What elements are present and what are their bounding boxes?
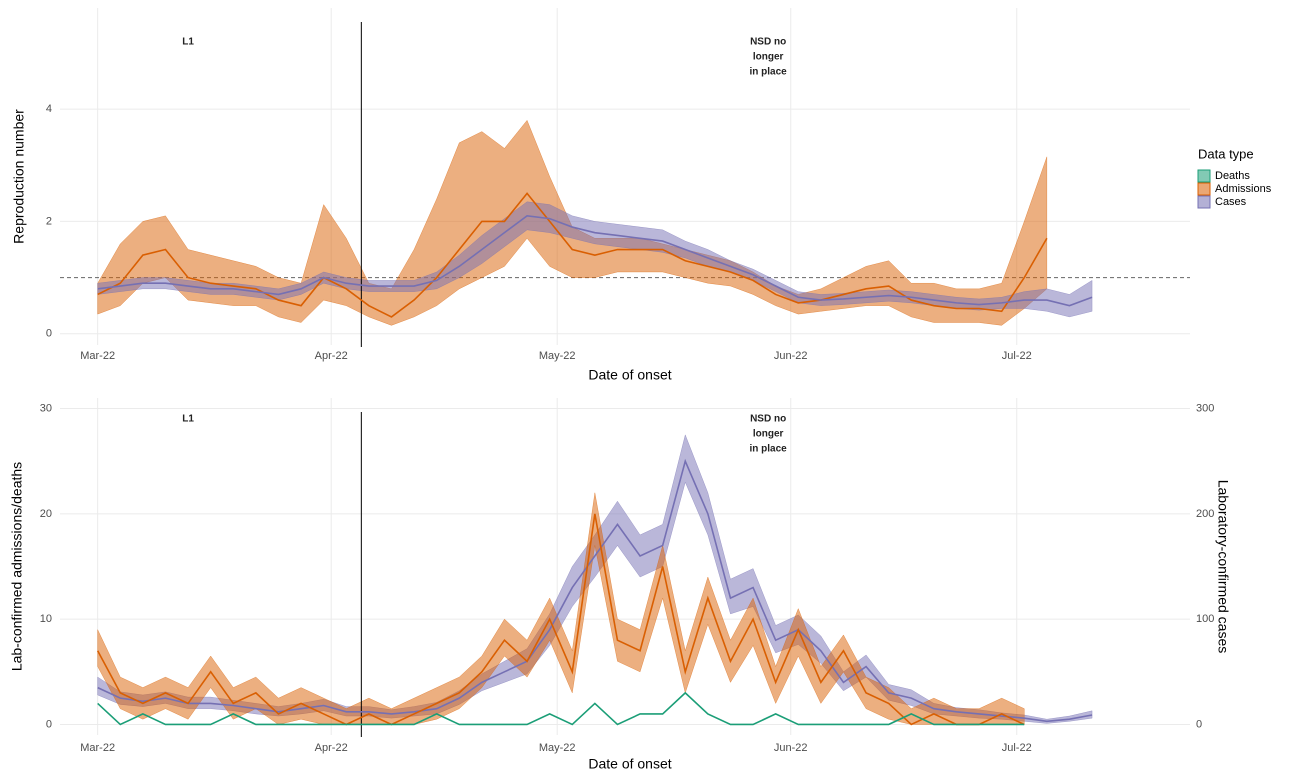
legend-title: Data type [1198, 146, 1254, 161]
legend-label: Deaths [1215, 170, 1250, 182]
y-tick-label: 4 [46, 103, 52, 115]
x-tick-label: May-22 [539, 350, 576, 362]
legend-key [1197, 182, 1211, 196]
annotation: longer [753, 51, 784, 62]
x-tick-label: Jul-22 [1002, 742, 1032, 754]
y-tick-label: 0 [46, 328, 52, 340]
series-line [96, 513, 1025, 726]
x-tick-label: Jun-22 [774, 350, 808, 362]
x-tick-label: Jun-22 [774, 742, 808, 754]
annotation: longer [753, 429, 784, 440]
legend-label: Cases [1215, 196, 1247, 208]
series-line [97, 458, 1093, 723]
y-tick-label: 0 [46, 718, 52, 730]
y-tick-label: 2 [46, 215, 52, 227]
y-tick-label: 10 [40, 613, 52, 625]
y-tick-label: 20 [40, 508, 52, 520]
y2-tick-label: 200 [1196, 508, 1214, 520]
y2-axis-title: Laboratory-confirmed cases [1215, 480, 1231, 654]
annotation: NSD no [750, 36, 786, 47]
x-tick-label: Apr-22 [315, 742, 348, 754]
ribbon [97, 434, 1093, 724]
x-axis-title: Date of onset [588, 367, 671, 383]
legend-label: Admissions [1215, 183, 1272, 195]
y-tick-label: 30 [40, 402, 52, 414]
series-line [97, 691, 1025, 726]
annotation: L1 [182, 36, 194, 47]
y-axis-title: Lab-confirmed admissions/deaths [9, 462, 25, 671]
annotation: in place [750, 66, 788, 77]
series-line [97, 214, 1093, 307]
annotation: in place [750, 444, 788, 455]
legend-key [1197, 195, 1211, 209]
y2-tick-label: 100 [1196, 613, 1214, 625]
x-tick-label: May-22 [539, 742, 576, 754]
x-axis-title: Date of onset [588, 756, 671, 772]
annotation: L1 [182, 414, 194, 425]
x-tick-label: Apr-22 [315, 350, 348, 362]
annotation: NSD no [750, 414, 786, 425]
series-line [97, 192, 1048, 318]
legend-key [1197, 169, 1211, 183]
y-axis-title: Reproduction number [11, 109, 27, 244]
y2-tick-label: 0 [1196, 718, 1202, 730]
x-tick-label: Jul-22 [1002, 350, 1032, 362]
x-tick-label: Mar-22 [80, 742, 115, 754]
y2-tick-label: 300 [1196, 402, 1214, 414]
x-tick-label: Mar-22 [80, 350, 115, 362]
